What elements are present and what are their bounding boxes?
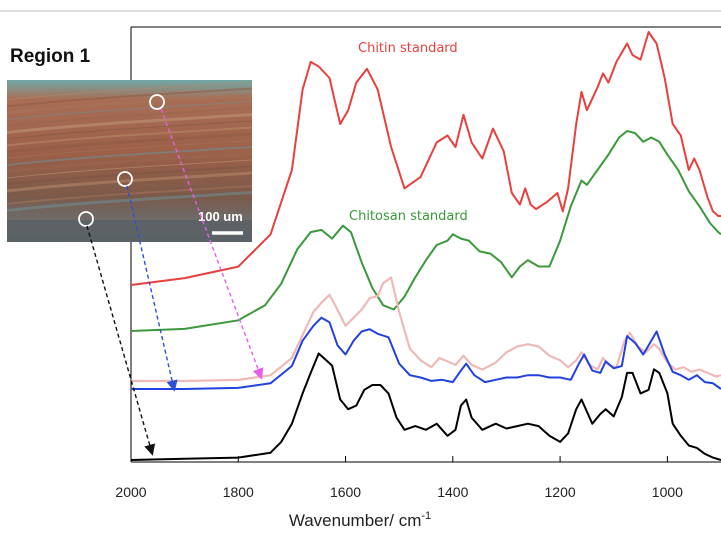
spectrum-line-light-pink: [131, 276, 721, 383]
spectrum-line-chitin: [130, 31, 721, 286]
spectrum-line-chitosan: [130, 130, 721, 332]
spectra-series: [130, 31, 721, 461]
spectrum-line-black: [130, 352, 721, 461]
x-tick-label: 1000: [652, 484, 683, 500]
tissue-layer-stripe: [6, 132, 253, 154]
tissue-layer-stripe: [6, 179, 253, 198]
chitosan-standard-label: Chitosan standard: [349, 209, 468, 224]
tissue-layer-stripe: [6, 93, 253, 115]
tissue-layer-stripe: [6, 113, 253, 134]
tissue-layer-stripe: [6, 120, 253, 140]
tissue-layer-stripe: [6, 81, 253, 101]
sample-marker-3-ring: [78, 211, 94, 227]
micrograph-tissue-layers: [6, 81, 253, 212]
x-axis-title-superscript: -1: [421, 510, 431, 522]
tissue-layer-stripe: [6, 101, 253, 120]
x-tick-label: 2000: [115, 484, 146, 500]
tissue-layer-stripe: [6, 165, 253, 186]
sample-marker-1-ring: [149, 94, 165, 110]
tissue-layer-stripe: [6, 191, 253, 212]
sample-marker-2-ring: [117, 171, 133, 187]
tissue-layer-stripe: [6, 146, 253, 166]
tissue-layer-stripe: [6, 140, 253, 159]
region-title: Region 1: [10, 46, 91, 67]
tissue-layer-stripe: [6, 107, 253, 127]
micrograph-bottom-band: [7, 220, 252, 242]
chitin-standard-label: Chitin standard: [358, 41, 458, 56]
x-tick-label: 1400: [437, 484, 468, 500]
tissue-layer-stripe: [6, 126, 253, 147]
tissue-layer-stripe: [6, 171, 253, 193]
tissue-layer-stripe: [6, 185, 253, 205]
x-tick-label: 1200: [545, 484, 576, 500]
x-axis-title: Wavenumber/ cm-1: [289, 510, 431, 530]
x-axis-ticks: 2000 1800 1600 1400 1200 1000: [115, 456, 683, 500]
arrow-black-to-black-spectrum: [86, 225, 156, 456]
tissue-layer-stripe: [6, 159, 253, 179]
tissue-layer-stripe: [6, 152, 253, 173]
arrow-magenta-to-pink-spectrum: [160, 108, 264, 380]
x-tick-label: 1800: [223, 484, 254, 500]
x-tick-label: 1600: [330, 484, 361, 500]
micrograph-inset: 100 um: [6, 80, 253, 242]
scale-bar-label: 100 um: [198, 209, 243, 224]
spectrum-line-blue: [131, 316, 721, 390]
tissue-layer-stripe: [6, 87, 253, 108]
